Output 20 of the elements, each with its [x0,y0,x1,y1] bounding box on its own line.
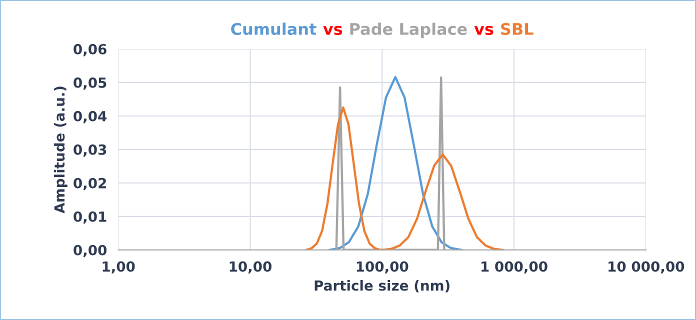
text: SBL [501,22,534,36]
x-tick-label: 100,00 [356,261,408,274]
x-tick-label: 1 000,00 [482,261,548,274]
y-tick-label: 0,06 [74,44,106,56]
line-series [328,76,462,250]
x-axis-title: Particle size (nm) [314,280,450,292]
x-tick-label: 1,00 [102,261,135,274]
y-tick-label: 0,01 [74,211,106,224]
y-tick-label: 0,03 [74,144,106,157]
x-tick-label: 10 000,00 [608,261,684,274]
text: Pade Laplace [350,22,467,38]
y-tick-label: 0,05 [74,77,106,90]
y-tick-label: 0,02 [74,178,106,190]
text: vs [323,26,342,36]
text: Cumulant [231,22,316,36]
y-tick-label: 0,00 [74,244,107,258]
y-tick-label: 0,04 [74,110,107,124]
text: vs [474,26,494,36]
x-tick-label: 10,00 [230,261,272,274]
y-axis-title: Amplitude (a.u.) [54,86,68,214]
